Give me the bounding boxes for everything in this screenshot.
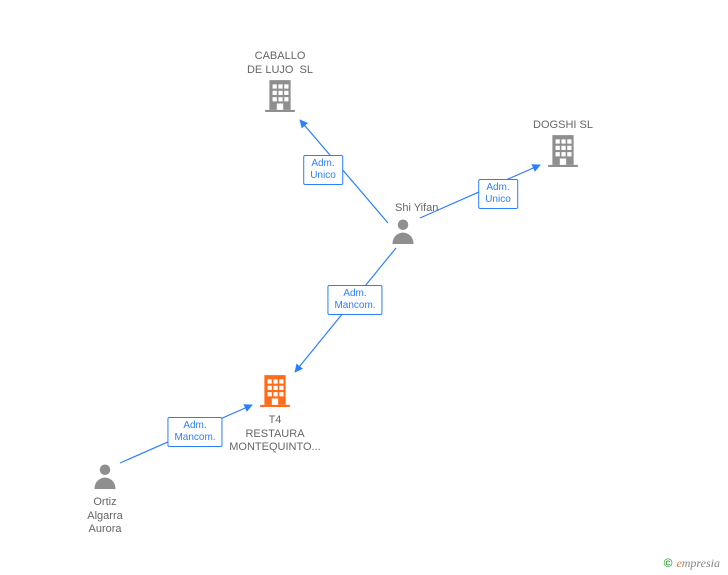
edge-label: Adm.Mancom. (327, 285, 382, 315)
node-label: DOGSHI SL (503, 119, 623, 133)
node-shi[interactable] (389, 216, 417, 249)
building-icon (258, 373, 292, 407)
footer: ©empresia (664, 556, 720, 571)
node-caballo[interactable]: CABALLODE LUJO SL (220, 48, 340, 116)
node-label: CABALLODE LUJO SL (220, 50, 340, 78)
node-label-shi: Shi Yifan (395, 200, 438, 216)
edge-label: Adm.Unico (478, 179, 518, 209)
node-dogshi[interactable]: DOGSHI SL (503, 117, 623, 172)
person-icon (389, 216, 417, 244)
node-ortiz[interactable]: OrtizAlgarraAurora (45, 461, 165, 537)
node-t4[interactable]: T4RESTAURAMONTEQUINTO... (215, 373, 335, 455)
building-icon (263, 78, 297, 112)
building-icon (546, 133, 580, 167)
node-label: OrtizAlgarraAurora (45, 496, 165, 537)
edge-label: Adm.Unico (303, 155, 343, 185)
edge-label: Adm.Mancom. (167, 417, 222, 447)
diagram-canvas: CABALLODE LUJO SL DOGSHI SL (0, 0, 728, 575)
copyright-icon: © (664, 556, 673, 570)
person-icon (91, 461, 119, 489)
brand-rest: mpresia (682, 556, 720, 570)
node-label: T4RESTAURAMONTEQUINTO... (215, 414, 335, 455)
